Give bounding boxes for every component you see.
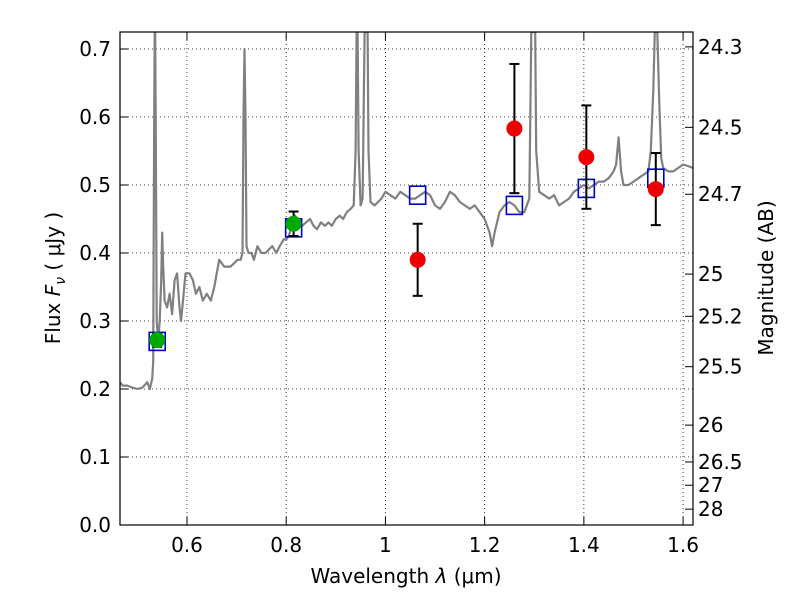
magnitude-tick-label: 25 xyxy=(698,262,723,286)
y-axis-label-text: Flux xyxy=(41,302,65,344)
ticks: 0.6 0.8 1 1.2 1.4 1.6 0.0 0.1 0.2 0.3 0.4 0.5 0.6 0.7… xyxy=(79,32,743,557)
magnitude-axis-label: Magnitude (AB) xyxy=(754,200,778,355)
green-data-point xyxy=(149,332,166,349)
x-tick-label: 1.4 xyxy=(568,533,600,557)
y-tick-label: 0.3 xyxy=(79,309,111,333)
x-tick-label: 0.6 xyxy=(171,533,203,557)
y-tick-label: 0.5 xyxy=(79,173,111,197)
magnitude-tick-label: 25.5 xyxy=(698,355,743,379)
plot-frame xyxy=(119,31,694,526)
y-axis-label-symbol: F xyxy=(41,284,65,296)
magnitude-tick-label: 26 xyxy=(698,413,723,437)
y-axis-label: Flux Fν ( μJy ) xyxy=(41,212,69,344)
grid xyxy=(120,32,693,526)
y-tick-label: 0.0 xyxy=(79,513,111,537)
red-data-point xyxy=(578,149,595,166)
y-tick-label: 0.4 xyxy=(79,241,111,265)
y-tick-label: 0.6 xyxy=(79,105,111,129)
x-tick-label: 1.2 xyxy=(469,533,501,557)
magnitude-tick-label: 28 xyxy=(698,497,723,521)
y-axis-label-subscript: ν xyxy=(53,277,69,285)
magnitude-tick-label: 25.2 xyxy=(698,304,743,328)
y-tick-label: 0.1 xyxy=(79,445,111,469)
x-tick-label: 1 xyxy=(379,533,392,557)
magnitude-tick-label: 24.7 xyxy=(698,182,743,206)
model-photometry-square xyxy=(505,195,524,216)
red-data-point xyxy=(647,181,664,198)
magnitude-tick-label: 26.5 xyxy=(698,450,743,474)
magnitude-tick-label: 27 xyxy=(698,473,723,497)
y-tick-label: 0.2 xyxy=(79,377,111,401)
x-axis-label-symbol: λ xyxy=(435,564,448,588)
green-data-point xyxy=(285,215,302,232)
x-axis-label: Wavelength λ (μm) xyxy=(310,564,501,588)
model-photometry-square xyxy=(408,185,427,205)
magnitude-tick-label: 24.3 xyxy=(698,35,743,59)
spectrum-line xyxy=(120,32,693,391)
data-layer xyxy=(120,32,693,391)
y-axis-label-unit: ( μJy ) xyxy=(41,212,65,271)
x-axis-label-text: Wavelength xyxy=(310,564,429,588)
y-tick-label: 0.7 xyxy=(79,37,111,61)
magnitude-tick-label: 24.5 xyxy=(698,115,743,139)
red-data-point xyxy=(506,120,523,137)
x-tick-label: 1.6 xyxy=(667,533,699,557)
x-tick-label: 0.8 xyxy=(270,533,302,557)
red-data-point xyxy=(409,251,426,268)
x-axis-label-unit: (μm) xyxy=(454,564,502,588)
